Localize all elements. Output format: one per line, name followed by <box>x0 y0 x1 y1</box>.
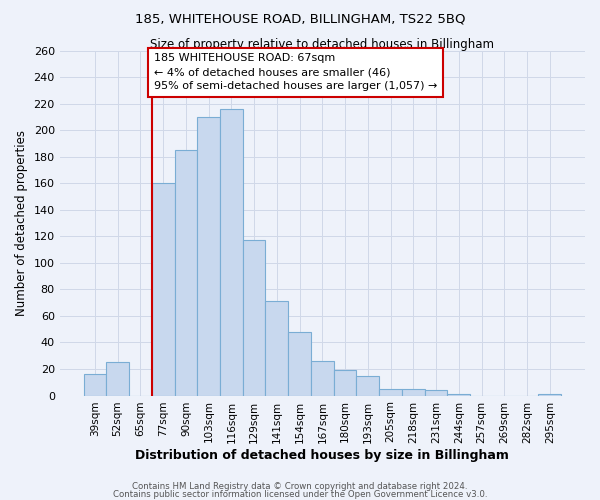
X-axis label: Distribution of detached houses by size in Billingham: Distribution of detached houses by size … <box>136 450 509 462</box>
Bar <box>83 374 106 396</box>
Bar <box>402 389 425 396</box>
Y-axis label: Number of detached properties: Number of detached properties <box>15 130 28 316</box>
Bar <box>334 370 356 396</box>
Text: 185, WHITEHOUSE ROAD, BILLINGHAM, TS22 5BQ: 185, WHITEHOUSE ROAD, BILLINGHAM, TS22 5… <box>135 12 465 26</box>
Bar <box>106 362 129 396</box>
Text: Contains public sector information licensed under the Open Government Licence v3: Contains public sector information licen… <box>113 490 487 499</box>
Title: Size of property relative to detached houses in Billingham: Size of property relative to detached ho… <box>151 38 494 51</box>
Bar <box>175 150 197 396</box>
Bar <box>197 117 220 396</box>
Bar <box>288 332 311 396</box>
Text: 185 WHITEHOUSE ROAD: 67sqm
← 4% of detached houses are smaller (46)
95% of semi-: 185 WHITEHOUSE ROAD: 67sqm ← 4% of detac… <box>154 53 437 91</box>
Bar <box>538 394 561 396</box>
Bar <box>356 376 379 396</box>
Bar <box>448 394 470 396</box>
Text: Contains HM Land Registry data © Crown copyright and database right 2024.: Contains HM Land Registry data © Crown c… <box>132 482 468 491</box>
Bar <box>379 389 402 396</box>
Bar <box>265 302 288 396</box>
Bar <box>152 183 175 396</box>
Bar <box>243 240 265 396</box>
Bar <box>425 390 448 396</box>
Bar <box>311 361 334 396</box>
Bar <box>220 109 243 396</box>
